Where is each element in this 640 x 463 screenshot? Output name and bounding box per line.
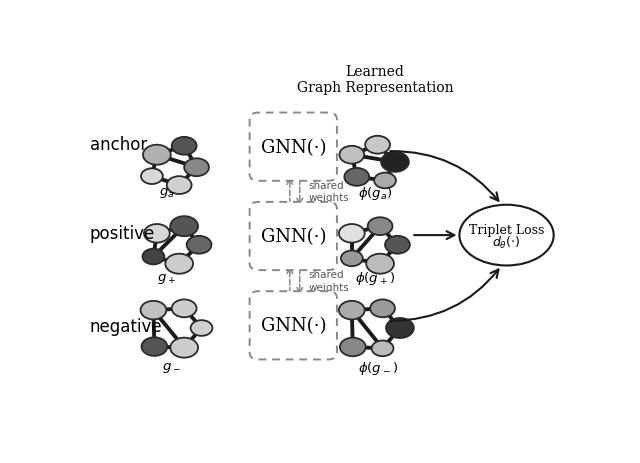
Circle shape [341, 251, 363, 267]
Text: $g_+$: $g_+$ [157, 271, 176, 285]
Circle shape [141, 169, 163, 185]
Text: $g_a$: $g_a$ [159, 186, 175, 200]
Circle shape [374, 173, 396, 189]
Circle shape [370, 300, 395, 318]
Circle shape [141, 301, 166, 320]
Circle shape [339, 225, 365, 243]
Circle shape [340, 338, 365, 357]
FancyBboxPatch shape [250, 113, 337, 181]
Circle shape [191, 320, 212, 336]
Circle shape [141, 338, 167, 356]
Text: shared
weights: shared weights [308, 270, 349, 292]
Text: GNN(·): GNN(·) [260, 227, 326, 245]
Circle shape [170, 338, 198, 358]
Circle shape [143, 249, 164, 265]
Text: Triplet Loss: Triplet Loss [469, 224, 544, 237]
Text: GNN(·): GNN(·) [260, 317, 326, 335]
Circle shape [385, 236, 410, 254]
FancyBboxPatch shape [250, 202, 337, 270]
Circle shape [144, 225, 170, 243]
Text: $\phi(g_-)$: $\phi(g_-)$ [358, 359, 397, 376]
Circle shape [167, 177, 191, 194]
Text: $d_{\theta}(\cdot)$: $d_{\theta}(\cdot)$ [492, 235, 521, 251]
Circle shape [184, 159, 209, 177]
Ellipse shape [460, 205, 554, 266]
Circle shape [143, 145, 171, 165]
Text: $g_-$: $g_-$ [163, 361, 181, 375]
Circle shape [367, 218, 392, 236]
Circle shape [187, 236, 211, 254]
Circle shape [372, 341, 394, 357]
Circle shape [344, 169, 369, 187]
Circle shape [365, 137, 390, 154]
Circle shape [339, 146, 364, 164]
Text: anchor: anchor [90, 136, 147, 154]
Text: shared
weights: shared weights [308, 181, 349, 203]
Text: $\phi(g_a)$: $\phi(g_a)$ [358, 184, 392, 201]
Circle shape [170, 217, 198, 237]
Circle shape [386, 318, 414, 338]
Text: GNN(·): GNN(·) [260, 138, 326, 156]
Circle shape [172, 300, 196, 318]
Circle shape [366, 254, 394, 274]
Text: Learned
Graph Representation: Learned Graph Representation [297, 64, 453, 94]
Circle shape [172, 138, 196, 156]
Circle shape [165, 254, 193, 274]
Text: negative: negative [90, 318, 163, 336]
Text: positive: positive [90, 225, 155, 243]
Text: $\phi(g_+)$: $\phi(g_+)$ [355, 270, 395, 287]
Circle shape [339, 301, 365, 320]
FancyBboxPatch shape [250, 292, 337, 360]
Circle shape [381, 152, 409, 173]
